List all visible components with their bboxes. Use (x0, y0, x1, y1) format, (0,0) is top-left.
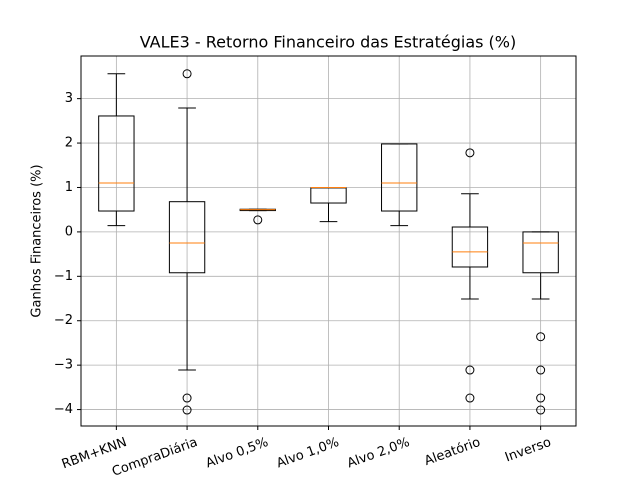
y-tick-label: 1 (65, 180, 73, 195)
flier (182, 405, 192, 415)
y-tick-label: −2 (54, 313, 73, 328)
y-tick-label: −4 (54, 402, 73, 417)
flier (253, 215, 263, 225)
y-tick-label: 0 (65, 224, 73, 239)
flier (536, 365, 546, 375)
grid (81, 56, 576, 426)
box (98, 115, 135, 212)
flier (465, 148, 475, 158)
y-tick-label: −3 (54, 358, 73, 373)
box (381, 143, 418, 212)
plot (98, 69, 559, 415)
flier (465, 365, 475, 375)
flier (536, 393, 546, 403)
y-tick-label: 3 (65, 91, 73, 106)
flier (182, 69, 192, 79)
y-tick-label: −1 (54, 269, 73, 284)
flier (536, 332, 546, 342)
chart-title: VALE3 - Retorno Financeiro das Estratégi… (140, 33, 517, 52)
box (168, 201, 206, 274)
box (451, 226, 489, 268)
flier (536, 405, 546, 415)
box (522, 231, 559, 274)
flier (465, 393, 475, 403)
y-axis-label: Ganhos Financeiros (%) (30, 164, 45, 317)
flier (182, 393, 192, 403)
y-tick-label: 2 (65, 136, 73, 151)
